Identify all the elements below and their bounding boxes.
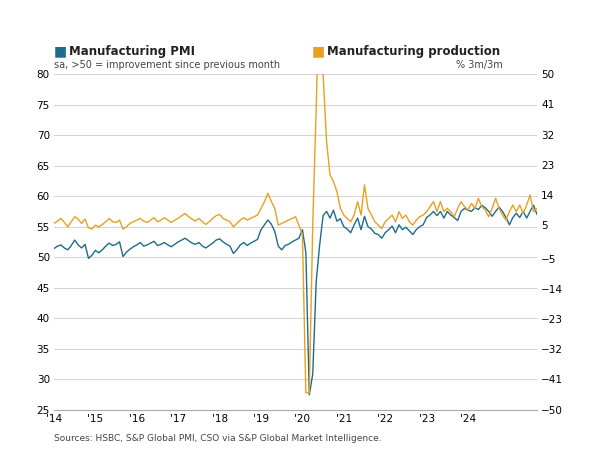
Text: ■: ■: [312, 45, 325, 59]
Text: Manufacturing production: Manufacturing production: [327, 45, 500, 58]
Text: ■: ■: [54, 45, 67, 59]
Text: Manufacturing PMI: Manufacturing PMI: [69, 45, 195, 58]
Text: % 3m/3m: % 3m/3m: [456, 60, 503, 70]
Text: Sources: HSBC, S&P Global PMI, CSO via S&P Global Market Intelligence.: Sources: HSBC, S&P Global PMI, CSO via S…: [54, 434, 382, 443]
Text: sa, >50 = improvement since previous month: sa, >50 = improvement since previous mon…: [54, 60, 280, 70]
